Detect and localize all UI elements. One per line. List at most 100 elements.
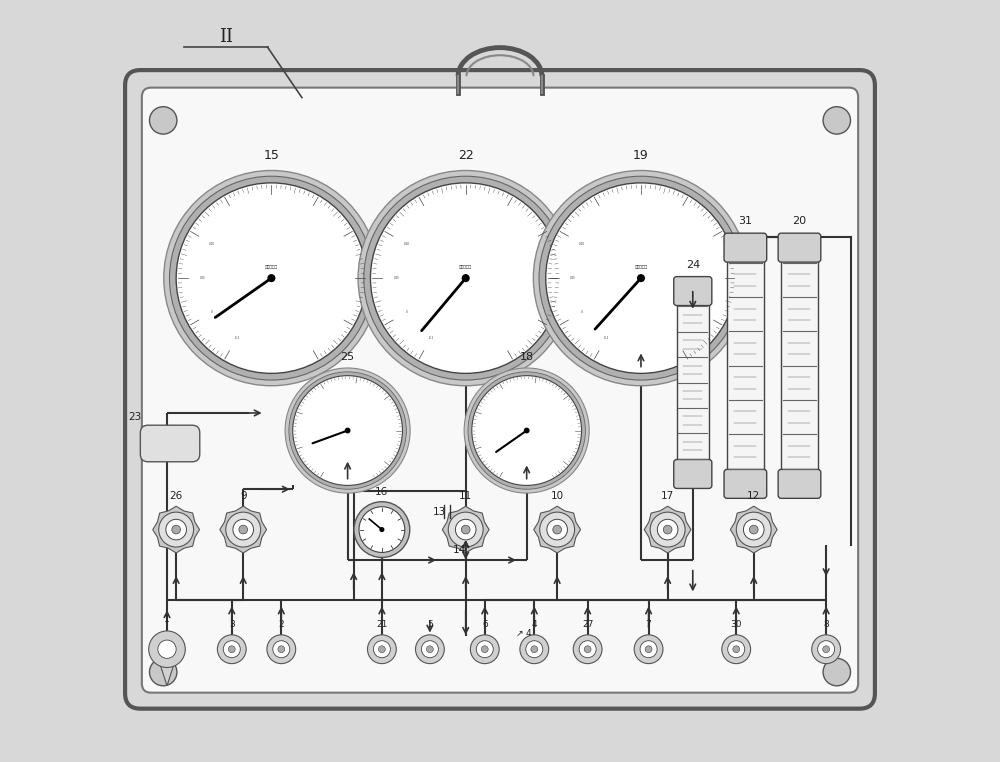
Polygon shape	[157, 655, 177, 686]
Circle shape	[223, 641, 240, 658]
Circle shape	[728, 641, 745, 658]
Circle shape	[358, 171, 573, 386]
Text: 0.10: 0.10	[209, 242, 215, 246]
Circle shape	[462, 275, 469, 281]
Circle shape	[472, 376, 582, 485]
Circle shape	[481, 646, 488, 652]
Text: 13: 13	[432, 507, 446, 517]
FancyBboxPatch shape	[724, 233, 767, 262]
Circle shape	[579, 641, 596, 658]
Text: 8: 8	[823, 620, 829, 629]
Circle shape	[176, 183, 367, 373]
Circle shape	[531, 646, 538, 652]
Text: 23: 23	[128, 412, 142, 422]
FancyBboxPatch shape	[142, 88, 858, 693]
Circle shape	[164, 171, 379, 386]
Circle shape	[524, 428, 529, 433]
Circle shape	[169, 176, 373, 380]
Text: 9: 9	[240, 491, 247, 501]
Circle shape	[546, 183, 736, 373]
Text: 30: 30	[730, 620, 742, 629]
Text: 0.10: 0.10	[579, 242, 585, 246]
Circle shape	[823, 658, 851, 686]
Circle shape	[461, 525, 470, 534]
Polygon shape	[153, 506, 200, 553]
Circle shape	[634, 635, 663, 664]
Circle shape	[468, 372, 585, 489]
Circle shape	[547, 519, 567, 540]
Circle shape	[464, 368, 589, 493]
FancyBboxPatch shape	[778, 469, 821, 498]
Text: 0.10: 0.10	[403, 242, 409, 246]
Text: 0.05: 0.05	[200, 276, 206, 280]
Text: 21: 21	[376, 620, 388, 629]
Circle shape	[226, 512, 261, 547]
Circle shape	[380, 528, 384, 531]
Circle shape	[217, 635, 246, 664]
Polygon shape	[534, 506, 581, 553]
Circle shape	[663, 525, 672, 534]
Circle shape	[540, 512, 575, 547]
Circle shape	[539, 176, 743, 380]
Text: 0: 0	[211, 310, 213, 315]
Circle shape	[426, 646, 433, 652]
Circle shape	[645, 646, 652, 652]
Text: -0.1: -0.1	[234, 335, 240, 340]
Circle shape	[233, 519, 254, 540]
Text: 25: 25	[341, 353, 355, 363]
Text: 20: 20	[792, 216, 807, 226]
Circle shape	[421, 641, 438, 658]
Circle shape	[823, 646, 830, 652]
Circle shape	[149, 631, 185, 668]
Circle shape	[166, 519, 186, 540]
Text: 1: 1	[164, 615, 170, 623]
Circle shape	[373, 641, 390, 658]
Circle shape	[823, 107, 851, 134]
Text: 26: 26	[170, 491, 183, 501]
Circle shape	[455, 519, 476, 540]
Circle shape	[289, 372, 406, 489]
Text: 6: 6	[482, 620, 488, 629]
Circle shape	[172, 525, 181, 534]
Text: 精密压力表: 精密压力表	[459, 264, 472, 269]
FancyBboxPatch shape	[674, 459, 712, 488]
Circle shape	[359, 507, 405, 552]
Circle shape	[354, 501, 410, 558]
Text: 14: 14	[453, 545, 466, 555]
Circle shape	[367, 635, 396, 664]
Circle shape	[520, 635, 549, 664]
Circle shape	[818, 641, 835, 658]
Circle shape	[650, 512, 685, 547]
FancyBboxPatch shape	[125, 70, 875, 709]
FancyBboxPatch shape	[140, 425, 200, 462]
FancyBboxPatch shape	[778, 233, 821, 262]
Text: 0.05: 0.05	[394, 276, 400, 280]
Text: II: II	[219, 27, 233, 46]
Text: 22: 22	[458, 149, 474, 162]
Text: 19: 19	[633, 149, 649, 162]
Text: 31: 31	[738, 216, 752, 226]
Circle shape	[228, 646, 235, 652]
Circle shape	[285, 368, 410, 493]
Circle shape	[573, 635, 602, 664]
FancyBboxPatch shape	[724, 469, 767, 498]
Text: 5: 5	[427, 620, 433, 629]
Circle shape	[158, 640, 176, 658]
Circle shape	[268, 275, 275, 281]
Circle shape	[448, 512, 483, 547]
Text: 精密压力表: 精密压力表	[634, 264, 648, 269]
Circle shape	[526, 641, 543, 658]
Circle shape	[638, 275, 644, 281]
Text: 11: 11	[459, 491, 472, 501]
Circle shape	[749, 525, 758, 534]
Text: 27: 27	[582, 620, 593, 629]
Circle shape	[470, 635, 499, 664]
Circle shape	[364, 176, 568, 380]
Text: 0: 0	[406, 310, 407, 315]
Text: 精密真空表: 精密真空表	[265, 264, 278, 269]
Circle shape	[584, 646, 591, 652]
Circle shape	[722, 635, 751, 664]
Polygon shape	[730, 506, 777, 553]
Text: 0: 0	[581, 310, 582, 315]
Circle shape	[553, 525, 562, 534]
